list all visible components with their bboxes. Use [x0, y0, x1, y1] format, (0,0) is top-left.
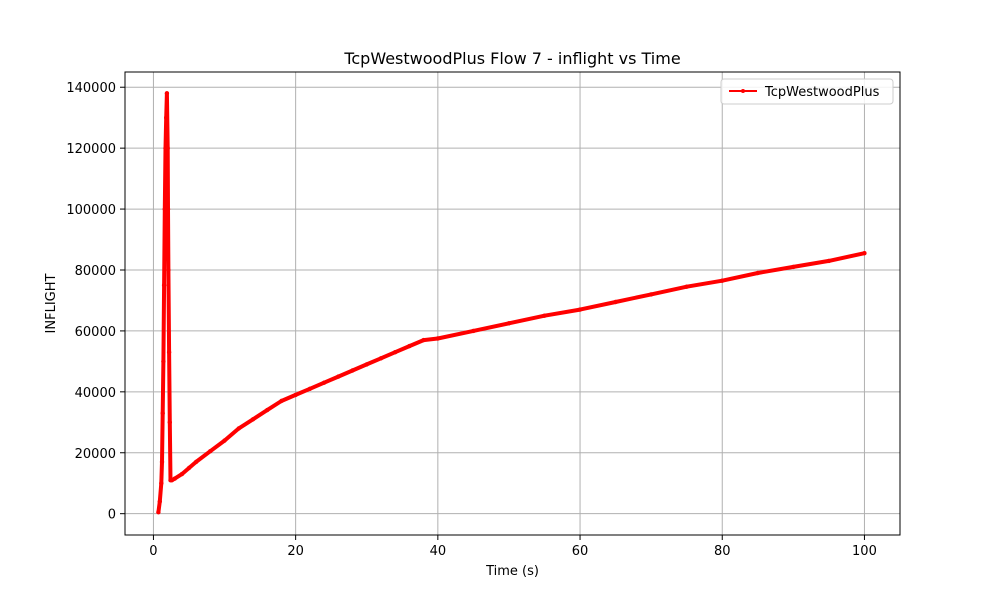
- y-tick-label: 120000: [66, 142, 116, 157]
- ticks: 0 20 40 60 80 100 0 20000 40000 60000 80000 100000 1…: [66, 81, 877, 559]
- data-point: [166, 267, 171, 273]
- data-point: [791, 264, 796, 270]
- data-point: [156, 510, 161, 515]
- data-point: [166, 350, 172, 355]
- plot-frame: [124, 71, 901, 536]
- data-point: [542, 313, 547, 318]
- data-point: [435, 336, 440, 341]
- data-point: [157, 499, 162, 504]
- chart-title: TcpWestwoodPlus Flow 7 - inflight vs Tim…: [343, 49, 680, 68]
- data-point: [648, 292, 654, 297]
- legend: TcpWestwoodPlus: [720, 78, 894, 105]
- data-point: [164, 115, 169, 120]
- data-point: [165, 146, 170, 151]
- data-point: [471, 328, 476, 334]
- legend-marker-swatch: [741, 89, 745, 93]
- data-point: [378, 356, 384, 361]
- data-point: [167, 420, 172, 425]
- data-point: [393, 350, 398, 355]
- data-point: [164, 91, 170, 96]
- x-tick-label: 0: [149, 544, 157, 559]
- data-point: [193, 459, 199, 465]
- data-point: [159, 481, 164, 486]
- x-tick-label: 20: [287, 544, 304, 559]
- x-tick-label: 40: [430, 544, 447, 559]
- y-tick-label: 40000: [75, 386, 116, 401]
- data-point: [208, 449, 213, 454]
- data-point: [755, 270, 760, 276]
- x-tick-label: 80: [714, 544, 731, 559]
- y-tick-label: 20000: [75, 447, 116, 462]
- data-point: [165, 206, 171, 212]
- x-tick-label: 100: [852, 544, 877, 559]
- data-point: [250, 417, 256, 422]
- data-point: [407, 343, 412, 349]
- data-point: [720, 278, 725, 283]
- y-axis-label: INFLIGHT: [44, 273, 59, 333]
- data-point: [421, 337, 426, 343]
- legend-label: TcpWestwoodPlus: [764, 85, 880, 100]
- data-point: [172, 476, 177, 481]
- data-point: [336, 374, 341, 379]
- y-tick-label: 80000: [75, 264, 116, 279]
- data-point: [293, 392, 298, 398]
- data-point: [162, 206, 167, 212]
- data-point: [506, 321, 512, 326]
- data-point: [613, 299, 618, 305]
- y-tick-label: 0: [108, 508, 116, 523]
- data-point: [236, 426, 241, 431]
- series-layer: [156, 91, 867, 515]
- data-point: [321, 380, 327, 385]
- data-point: [159, 459, 165, 465]
- x-axis-label: Time (s): [485, 564, 539, 579]
- y-tick-label: 140000: [66, 81, 116, 96]
- data-point: [364, 362, 369, 367]
- data-point: [279, 398, 284, 404]
- data-point: [577, 307, 583, 312]
- data-point: [684, 284, 689, 289]
- legend-box: [720, 78, 894, 105]
- data-point: [862, 251, 867, 256]
- y-tick-label: 100000: [66, 203, 116, 218]
- x-tick-label: 60: [572, 544, 589, 559]
- data-point: [265, 407, 270, 413]
- data-point: [307, 386, 313, 391]
- data-point: [186, 465, 192, 471]
- data-point: [160, 411, 165, 416]
- y-tick-label: 60000: [75, 325, 116, 340]
- data-point: [161, 359, 166, 364]
- data-point: [179, 471, 185, 477]
- data-point: [161, 283, 167, 288]
- data-point: [350, 368, 355, 373]
- data-point: [222, 438, 227, 443]
- data-point: [826, 258, 832, 264]
